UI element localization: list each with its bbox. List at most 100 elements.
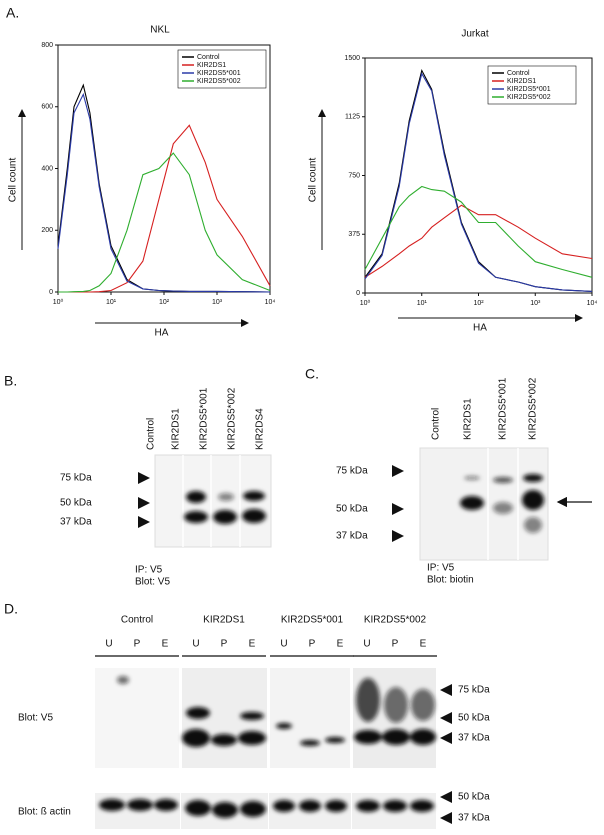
marker-arrow <box>392 503 404 515</box>
y-tick-label: 0 <box>49 289 53 296</box>
group-label: KIR2DS5*002 <box>364 615 427 626</box>
lane-label: U <box>192 639 199 650</box>
x-tick-label: 10² <box>159 299 170 306</box>
lane-label: P <box>134 639 141 650</box>
legend-label: KIR2DS5*001 <box>507 86 551 93</box>
y-axis-label: Cell count <box>8 158 19 203</box>
series-line <box>364 72 593 292</box>
blot-b <box>154 454 272 548</box>
y-axis-label: Cell count <box>308 158 319 203</box>
lane-label: KIR2DS1 <box>171 408 182 450</box>
lane-label: KIR2DS5*001 <box>498 377 509 440</box>
series-line <box>364 185 593 278</box>
marker-arrow <box>440 712 452 724</box>
legend-label: KIR2DS5*002 <box>507 94 551 101</box>
x-tick-label: 10⁰ <box>53 298 64 306</box>
y-tick-label: 375 <box>348 231 360 238</box>
lane-label: KIR2DS5*002 <box>227 387 238 450</box>
lane-label: KIR2DS4 <box>255 408 266 450</box>
group-label: KIR2DS1 <box>203 615 245 626</box>
legend-label: KIR2DS1 <box>507 78 536 85</box>
lane-label: P <box>309 639 316 650</box>
lane-label: KIR2DS5*001 <box>199 387 210 450</box>
x-tick-label: 10¹ <box>417 300 428 307</box>
lane-label: E <box>420 639 427 650</box>
y-tick-label: 0 <box>356 290 360 297</box>
y-tick-label: 750 <box>348 172 360 179</box>
x-axis-label: HA <box>473 323 487 334</box>
lane-label: E <box>249 639 256 650</box>
marker-arrow <box>440 684 452 696</box>
size-marker: 75 kDa <box>458 685 490 696</box>
lane-label: U <box>105 639 112 650</box>
panel-label: D. <box>4 601 18 617</box>
blot-note: Blot: biotin <box>427 575 474 586</box>
row-label: Blot: V5 <box>18 713 53 724</box>
blot-note: IP: V5 <box>427 563 455 574</box>
lane-label: U <box>280 639 287 650</box>
lane-label: Control <box>146 418 157 450</box>
y-tick-label: 1125 <box>345 114 360 121</box>
y-tick-label: 800 <box>41 42 53 49</box>
y-tick-label: 400 <box>41 165 53 172</box>
panel-label: A. <box>6 5 19 21</box>
panel-label: C. <box>305 366 319 382</box>
series-line <box>364 204 593 278</box>
chart-title: NKL <box>150 25 170 36</box>
lane-label: E <box>337 639 344 650</box>
marker-arrow <box>138 516 150 528</box>
panel-label: B. <box>4 373 17 389</box>
lane-label: U <box>363 639 370 650</box>
blot-d <box>95 668 436 829</box>
marker-arrow <box>138 472 150 484</box>
size-marker: 37 kDa <box>458 733 490 744</box>
chart-title: Jurkat <box>461 29 488 40</box>
size-marker: 37 kDa <box>60 517 92 528</box>
legend-label: KIR2DS1 <box>197 62 226 69</box>
marker-arrow <box>138 497 150 509</box>
size-marker: 50 kDa <box>458 713 490 724</box>
size-marker: 50 kDa <box>60 498 92 509</box>
x-tick-label: 10² <box>473 300 484 307</box>
x-tick-label: 10³ <box>530 300 541 307</box>
size-marker: 75 kDa <box>60 473 92 484</box>
marker-arrow <box>440 791 452 803</box>
x-tick-label: 10¹ <box>106 299 117 306</box>
x-tick-label: 10⁰ <box>360 299 371 307</box>
blot-c <box>419 447 592 561</box>
blot-note: IP: V5 <box>135 565 163 576</box>
size-marker: 37 kDa <box>336 531 368 542</box>
size-marker: 50 kDa <box>458 792 490 803</box>
marker-arrow <box>440 812 452 824</box>
size-marker: 50 kDa <box>336 504 368 515</box>
legend-label: KIR2DS5*002 <box>197 78 241 85</box>
legend-label: Control <box>197 54 220 61</box>
size-marker: 75 kDa <box>336 466 368 477</box>
row-label: Blot: ß actin <box>18 807 71 818</box>
marker-arrow <box>440 732 452 744</box>
lane-label: Control <box>431 408 442 440</box>
blot-note: Blot: V5 <box>135 577 170 588</box>
marker-arrow <box>392 530 404 542</box>
size-marker: 37 kDa <box>458 813 490 824</box>
marker-arrow <box>392 465 404 477</box>
y-tick-label: 600 <box>41 104 53 111</box>
y-tick-label: 200 <box>41 227 53 234</box>
legend-label: KIR2DS5*001 <box>197 70 241 77</box>
x-tick-label: 10⁴ <box>587 300 598 307</box>
series-line <box>57 83 271 293</box>
group-label: KIR2DS5*001 <box>281 615 344 626</box>
group-label: Control <box>121 615 153 626</box>
lane-label: E <box>162 639 169 650</box>
series-line <box>58 124 271 293</box>
x-axis-label: HA <box>155 328 169 339</box>
x-tick-label: 10⁴ <box>265 299 276 306</box>
x-tick-label: 10³ <box>212 299 223 306</box>
lane-label: P <box>392 639 399 650</box>
legend-label: Control <box>507 70 530 77</box>
series-line <box>57 92 271 293</box>
series-line <box>58 152 271 293</box>
y-tick-label: 1500 <box>344 55 360 62</box>
lane-label: P <box>221 639 228 650</box>
